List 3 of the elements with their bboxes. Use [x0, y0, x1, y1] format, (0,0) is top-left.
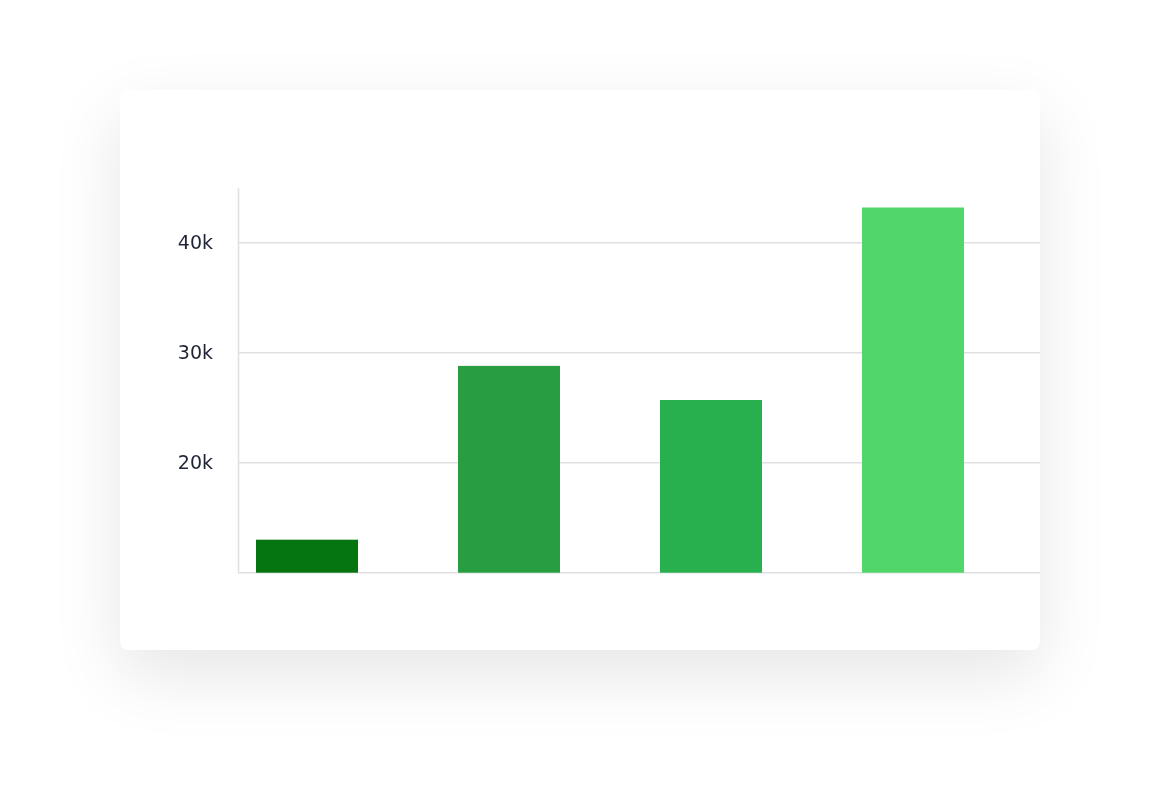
y-tick-label: 40k — [177, 231, 213, 254]
y-tick-label: 30k — [177, 341, 213, 364]
y-tick-label: 20k — [177, 451, 213, 474]
